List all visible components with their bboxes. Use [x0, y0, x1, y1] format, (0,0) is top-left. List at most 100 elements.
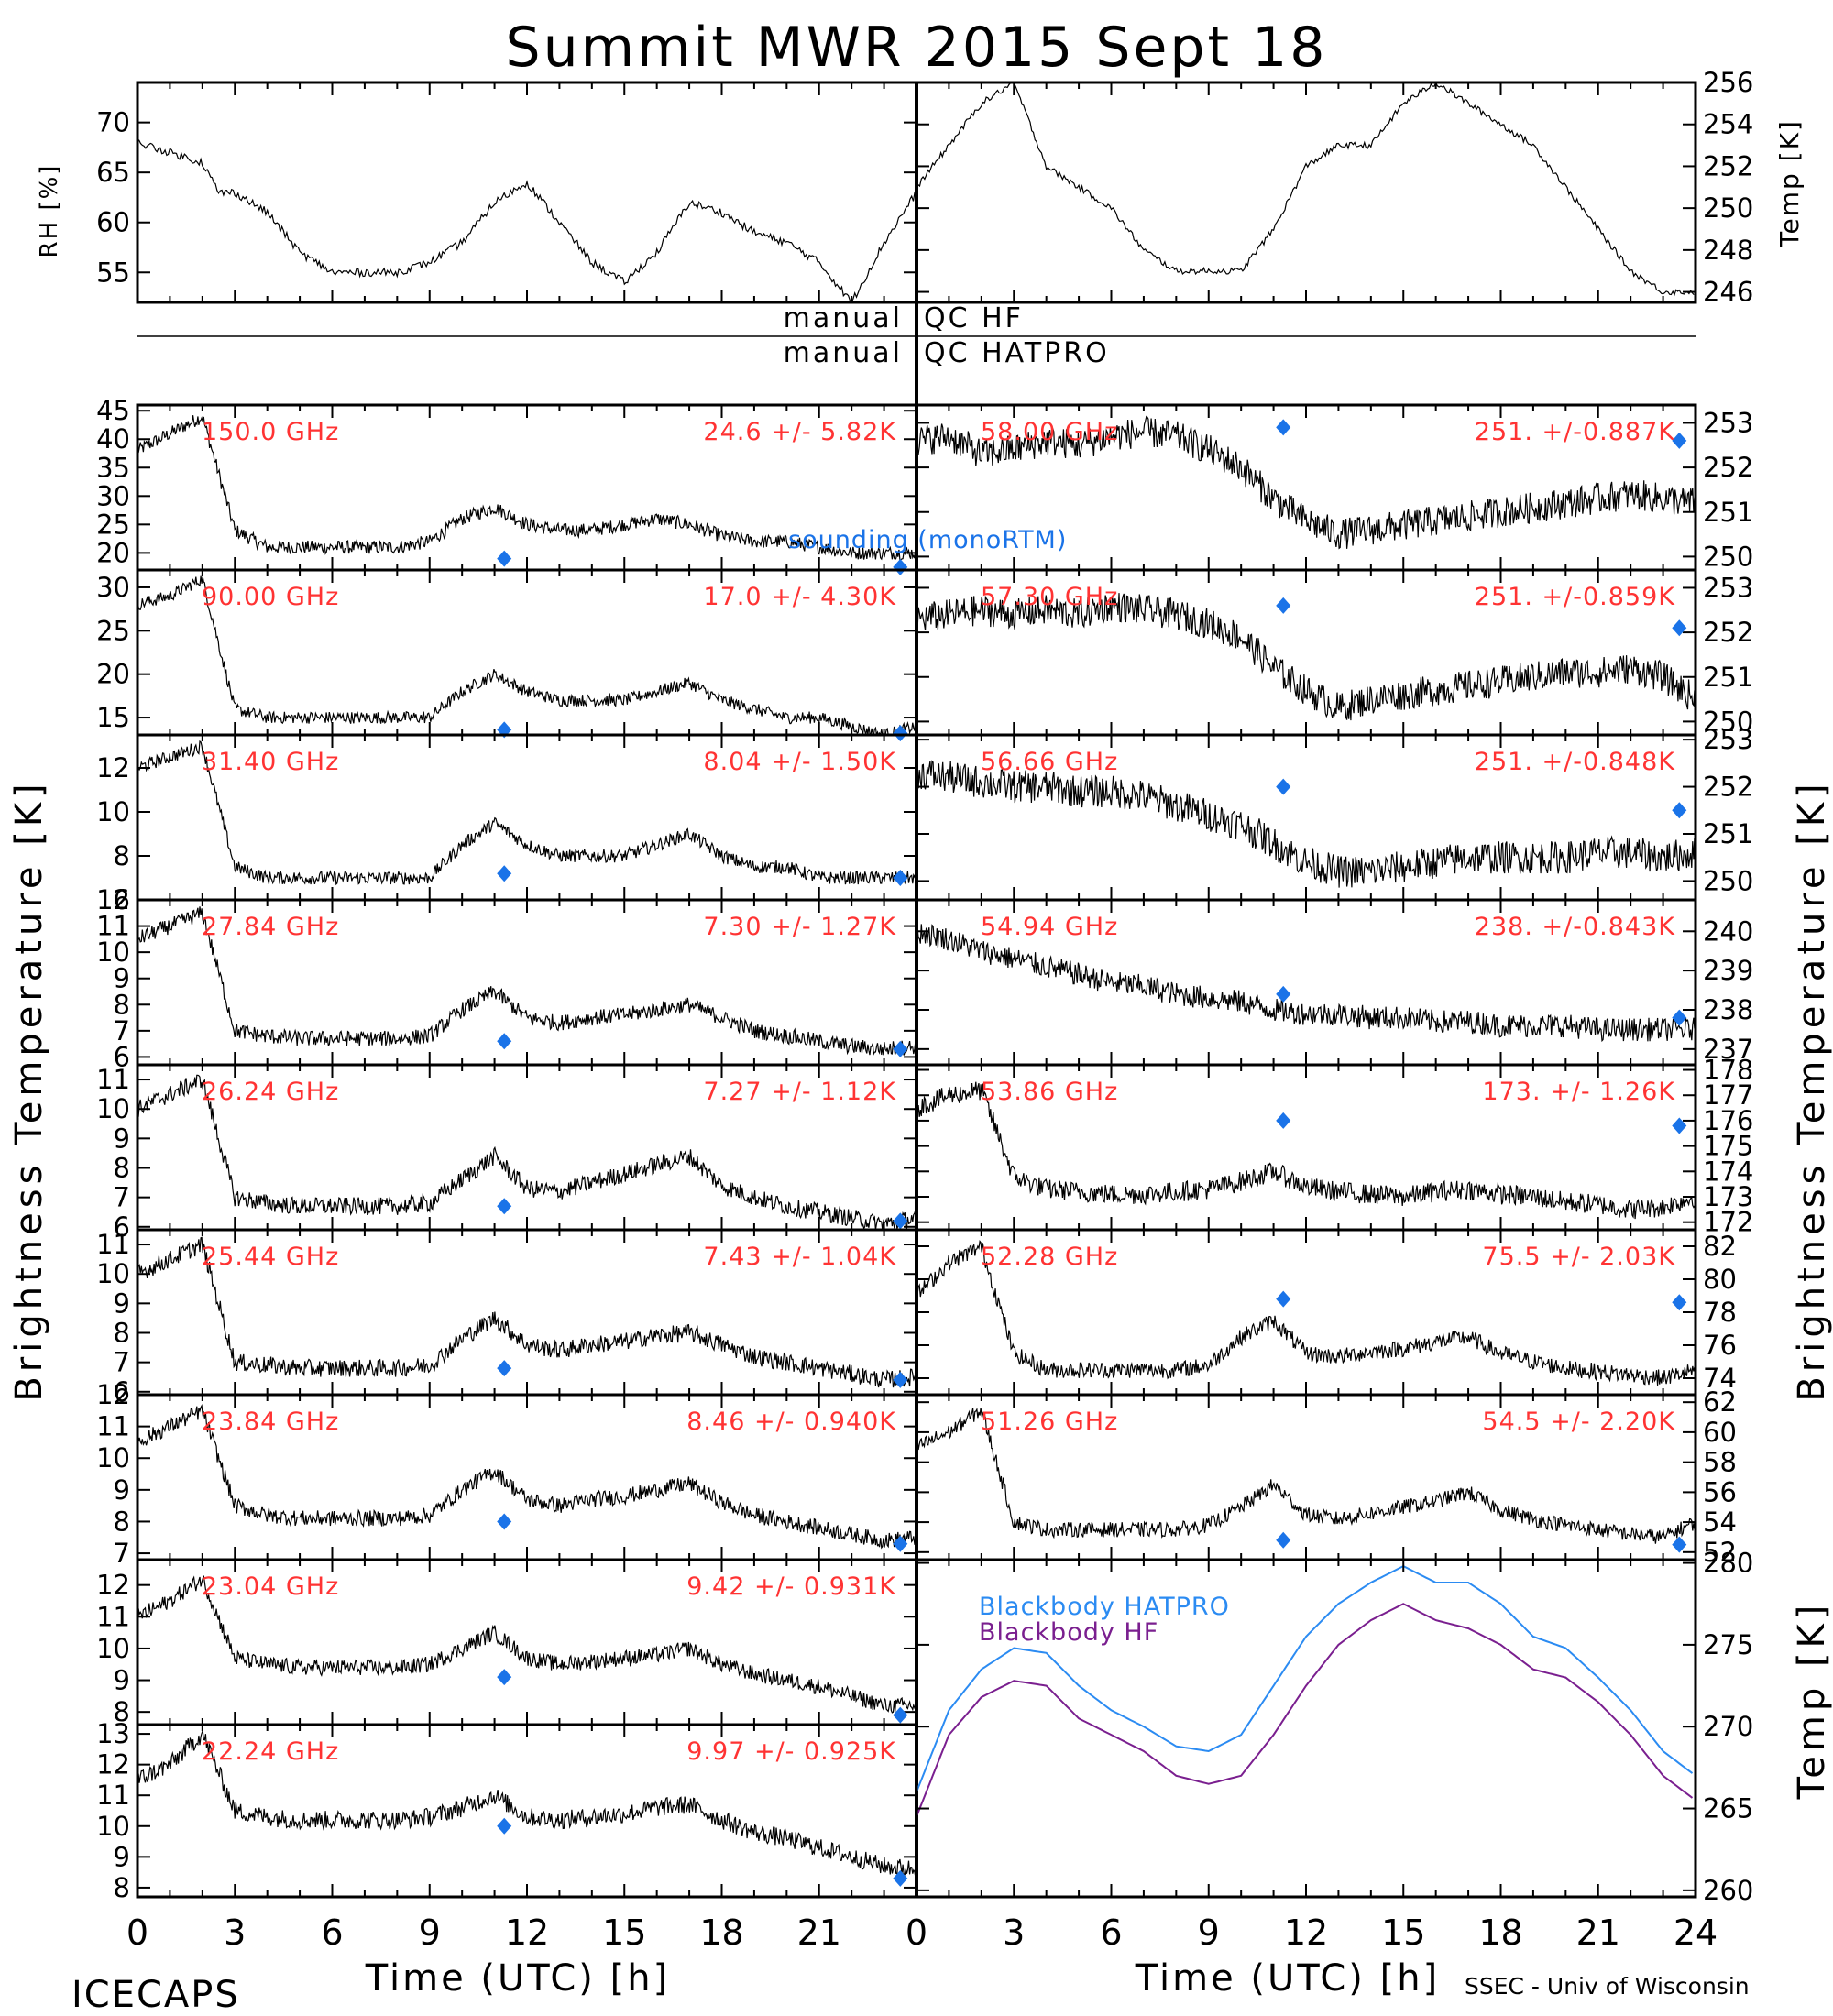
y-tick-label: 6	[114, 1211, 130, 1243]
sounding-marker	[1276, 1112, 1291, 1129]
rh-panel: 55 60 65 70	[96, 81, 918, 304]
y-tick-label: 246	[1703, 277, 1753, 308]
channel-stats: 7.27 +/- 1.12K	[703, 1078, 896, 1106]
sounding-marker	[893, 1869, 908, 1887]
channel-stats: 24.6 +/- 5.82K	[703, 418, 896, 446]
sounding-marker	[893, 1371, 908, 1388]
trace-l90	[137, 575, 916, 737]
y-tick-label: 12	[96, 1379, 130, 1410]
y-tick-label: 173	[1703, 1181, 1753, 1212]
y-tick-label: 254	[1703, 109, 1753, 140]
y-tick-label: 11	[96, 911, 130, 942]
trace-l31	[137, 740, 916, 886]
sounding-marker	[1276, 985, 1291, 1003]
channel-stats: 173. +/- 1.26K	[1482, 1078, 1675, 1106]
channel-label: 57.30 GHz	[981, 583, 1118, 611]
trace-r52	[916, 1240, 1696, 1386]
y-tick-label: 253	[1703, 724, 1753, 755]
y-tick-label: 174	[1703, 1156, 1753, 1187]
temp-panel: 246 248 250 252 254 256	[915, 67, 1753, 308]
channel-stats: 54.5 +/- 2.20K	[1482, 1408, 1675, 1436]
sounding-marker	[1276, 778, 1291, 795]
y-tick-label: 62	[1703, 1386, 1737, 1418]
channel-stats: 238. +/-0.843K	[1475, 913, 1675, 941]
y-tick-label: 11	[96, 1411, 130, 1442]
channel-stats: 7.30 +/- 1.27K	[703, 913, 896, 941]
sounding-marker	[1672, 802, 1687, 819]
x-tick-label: 6	[321, 1912, 343, 1953]
y-tick-label: 12	[96, 1570, 130, 1601]
channel-label: 22.24 GHz	[202, 1737, 339, 1766]
y-tick-label: 35	[96, 452, 130, 483]
sounding-marker	[893, 1535, 908, 1552]
bb-legend-entry: Blackbody HF	[979, 1618, 1158, 1647]
y-tick-label: 25	[96, 509, 130, 540]
y-tick-label: 237	[1703, 1034, 1753, 1065]
trace-r56	[916, 760, 1696, 888]
y-tick-label: 251	[1703, 662, 1753, 693]
trace-l150	[137, 415, 916, 561]
bt-right-axis-title: Brightness Temperature [K]	[1791, 779, 1833, 1401]
y-tick-label: 40	[96, 423, 130, 455]
y-tick-label: 260	[1703, 1875, 1753, 1906]
panel-r54: 237 238 239 240 54.94 GHz 238. +/-0.843K	[915, 898, 1753, 1067]
trace-r57	[916, 593, 1696, 721]
left-x-axis-title: Time (UTC) [h]	[365, 1957, 670, 2000]
channel-label: 90.00 GHz	[202, 583, 339, 611]
y-tick-label: 250	[1703, 706, 1753, 737]
channel-label: 52.28 GHz	[981, 1243, 1118, 1271]
y-tick-label: 10	[96, 796, 130, 827]
y-tick-label: 25	[96, 615, 130, 646]
footer-credit: SSEC - Univ of Wisconsin	[1465, 1973, 1750, 2000]
sounding-marker	[1276, 419, 1291, 436]
bb-temp-axis-title: Temp [K]	[1791, 1601, 1833, 1801]
y-tick-label: 10	[96, 1633, 130, 1664]
trace-temp	[916, 82, 1695, 297]
y-tick-label: 7	[114, 1182, 130, 1213]
y-tick-label: 8	[114, 1318, 130, 1349]
y-tick-label: 30	[96, 480, 130, 511]
channel-label: 25.44 GHz	[202, 1243, 339, 1271]
y-tick-label: 20	[96, 537, 130, 568]
y-tick-label: 250	[1703, 192, 1753, 224]
y-tick-label: 7	[114, 1015, 130, 1046]
x-tick-label: 12	[1284, 1912, 1328, 1953]
right-x-axis-title: Time (UTC) [h]	[1135, 1957, 1440, 2000]
trace-r54	[916, 924, 1696, 1043]
y-tick-label: 30	[96, 572, 130, 603]
y-tick-label: 15	[96, 702, 130, 733]
y-tick-label: 256	[1703, 67, 1753, 98]
y-tick-label: 10	[96, 1442, 130, 1474]
y-tick-label: 9	[114, 1841, 130, 1872]
y-tick-label: 251	[1703, 818, 1753, 849]
y-tick-label: 270	[1703, 1711, 1753, 1742]
x-tick-label: 15	[602, 1912, 646, 1953]
y-tick-label: 177	[1703, 1079, 1753, 1111]
y-tick-label: 172	[1703, 1207, 1753, 1238]
y-tick-label: 252	[1703, 452, 1753, 483]
frame-temp	[915, 81, 1697, 304]
bt-left-axis-title: Brightness Temperature [K]	[8, 779, 50, 1401]
panel-r58: 250 251 252 253 58.00 GHz 251. +/-0.887K	[915, 403, 1753, 572]
y-tick-label: 239	[1703, 955, 1753, 986]
qc-hatpro-label: QC HATPRO	[924, 337, 1110, 369]
y-tick-label: 54	[1703, 1507, 1737, 1538]
x-tick-label: 21	[797, 1912, 841, 1953]
channel-stats: 251. +/-0.848K	[1475, 748, 1675, 776]
sounding-marker	[497, 865, 512, 882]
y-tick-label: 250	[1703, 541, 1753, 572]
y-tick-label: 6	[114, 884, 130, 915]
channel-stats: 7.43 +/- 1.04K	[703, 1243, 896, 1271]
sounding-marker	[497, 550, 512, 567]
trace-l26	[137, 1074, 916, 1231]
y-tick-label: 12	[96, 752, 130, 783]
y-tick-label: 9	[114, 1123, 130, 1154]
temp-axis-title: Temp [K]	[1774, 119, 1805, 248]
y-tick-label: 11	[96, 1780, 130, 1811]
y-tick-label: 56	[1703, 1476, 1737, 1507]
panel-rh: 55 60 65 70	[96, 81, 918, 304]
y-tick-label: 82	[1703, 1231, 1737, 1262]
